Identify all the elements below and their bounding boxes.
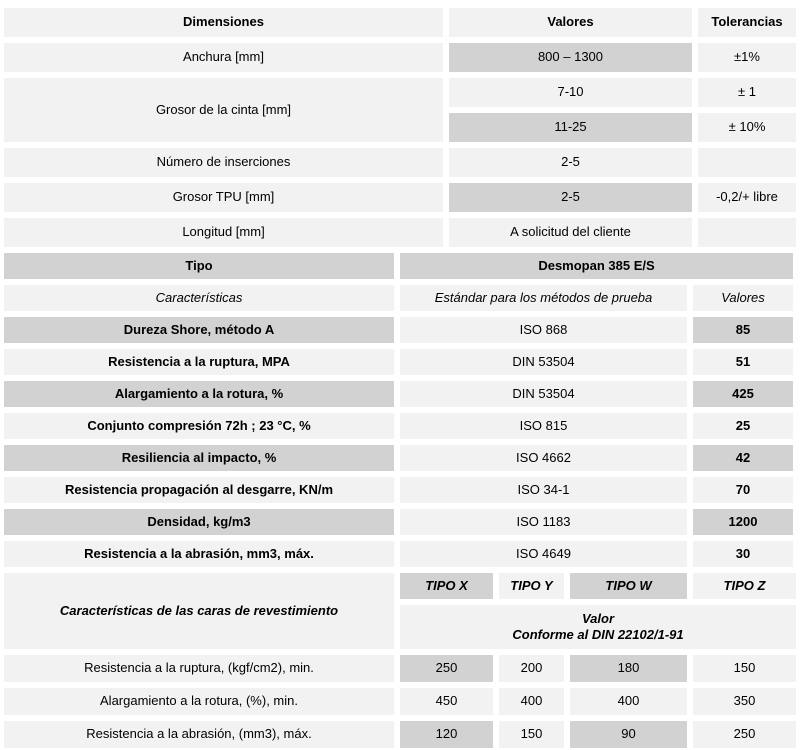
property-standard-cell: ISO 815	[400, 413, 687, 439]
estandar-header-cell: Estándar para los métodos de prueba	[400, 285, 687, 311]
dimensions-table: Dimensiones Valores Tolerancias Anchura …	[4, 8, 796, 247]
ruptura-tipo-y-cell: 200	[499, 655, 564, 682]
property-standard-cell: ISO 4662	[400, 445, 687, 471]
alargamiento-label-cell: Alargamiento a la rotura, (%), min.	[4, 688, 394, 715]
property-value-cell: 425	[693, 381, 793, 407]
property-standard-cell: ISO 34-1	[400, 477, 687, 503]
property-label-cell: Dureza Shore, método A	[4, 317, 394, 343]
abrasion-tipo-y-cell: 150	[499, 721, 564, 748]
anchura-value-cell: 800 – 1300	[449, 43, 692, 72]
grosor-cinta-value1-cell: 7-10	[449, 78, 692, 107]
property-label-cell: Alargamiento a la rotura, %	[4, 381, 394, 407]
tipo-value-cell: Desmopan 385 E/S	[400, 253, 793, 279]
grosor-tpu-tolerance-cell: -0,2/+ libre	[698, 183, 796, 212]
property-value-cell: 51	[693, 349, 793, 375]
inserciones-label-cell: Número de inserciones	[4, 148, 443, 177]
dimensions-header-cell: Dimensiones	[4, 8, 443, 37]
longitud-label-cell: Longitud [mm]	[4, 218, 443, 247]
ruptura-tipo-z-cell: 150	[693, 655, 796, 682]
property-standard-cell: DIN 53504	[400, 349, 687, 375]
property-label-cell: Densidad, kg/m3	[4, 509, 394, 535]
anchura-label-cell: Anchura [mm]	[4, 43, 443, 72]
abrasion-tipo-x-cell: 120	[400, 721, 493, 748]
longitud-value-cell: A solicitud del cliente	[449, 218, 692, 247]
grosor-tpu-value-cell: 2-5	[449, 183, 692, 212]
property-standard-cell: DIN 53504	[400, 381, 687, 407]
cover-faces-table: Características de las caras de revestim…	[4, 573, 796, 748]
anchura-tolerance-cell: ±1%	[698, 43, 796, 72]
tipo-x-header-cell: TIPO X	[400, 573, 493, 599]
property-value-cell: 85	[693, 317, 793, 343]
property-label-cell: Resistencia propagación al desgarre, KN/…	[4, 477, 394, 503]
property-label-cell: Resistencia a la ruptura, MPA	[4, 349, 394, 375]
property-label-cell: Resiliencia al impacto, %	[4, 445, 394, 471]
ruptura-label-cell: Resistencia a la ruptura, (kgf/cm2), min…	[4, 655, 394, 682]
tipo-label-cell: Tipo	[4, 253, 394, 279]
abrasion-label-cell: Resistencia a la abrasión, (mm3), máx.	[4, 721, 394, 748]
inserciones-value-cell: 2-5	[449, 148, 692, 177]
property-value-cell: 70	[693, 477, 793, 503]
alargamiento-tipo-w-cell: 400	[570, 688, 687, 715]
grosor-cinta-value2-cell: 11-25	[449, 113, 692, 142]
values-header-cell: Valores	[449, 8, 692, 37]
grosor-tpu-label-cell: Grosor TPU [mm]	[4, 183, 443, 212]
tolerances-header-cell: Tolerancias	[698, 8, 796, 37]
property-standard-cell: ISO 868	[400, 317, 687, 343]
ruptura-tipo-w-cell: 180	[570, 655, 687, 682]
property-standard-cell: ISO 1183	[400, 509, 687, 535]
tipo-z-header-cell: TIPO Z	[693, 573, 796, 599]
inserciones-tolerance-cell	[698, 148, 796, 177]
property-value-cell: 30	[693, 541, 793, 567]
alargamiento-tipo-y-cell: 400	[499, 688, 564, 715]
caracteristicas-header-cell: Características	[4, 285, 394, 311]
grosor-cinta-label-cell: Grosor de la cinta [mm]	[4, 78, 443, 142]
valores-header-cell: Valores	[693, 285, 793, 311]
tipo-w-header-cell: TIPO W	[570, 573, 687, 599]
property-value-cell: 42	[693, 445, 793, 471]
revestimiento-label-cell: Características de las caras de revestim…	[4, 573, 394, 649]
abrasion-tipo-z-cell: 250	[693, 721, 796, 748]
property-label-cell: Resistencia a la abrasión, mm3, máx.	[4, 541, 394, 567]
property-value-cell: 25	[693, 413, 793, 439]
grosor-cinta-tolerance1-cell: ± 1	[698, 78, 796, 107]
alargamiento-tipo-z-cell: 350	[693, 688, 796, 715]
valor-conforme-cell: Valor Conforme al DIN 22102/1-91	[400, 605, 796, 649]
grosor-cinta-tolerance2-cell: ± 10%	[698, 113, 796, 142]
property-value-cell: 1200	[693, 509, 793, 535]
abrasion-tipo-w-cell: 90	[570, 721, 687, 748]
property-standard-cell: ISO 4649	[400, 541, 687, 567]
tipo-y-header-cell: TIPO Y	[499, 573, 564, 599]
material-properties-table: Tipo Desmopan 385 E/S Características Es…	[4, 253, 796, 567]
valor-line: Valor	[581, 610, 615, 626]
property-label-cell: Conjunto compresión 72h ; 23 °C, %	[4, 413, 394, 439]
conforme-din-line: Conforme al DIN 22102/1-91	[512, 627, 684, 642]
ruptura-tipo-x-cell: 250	[400, 655, 493, 682]
alargamiento-tipo-x-cell: 450	[400, 688, 493, 715]
longitud-tolerance-cell	[698, 218, 796, 247]
